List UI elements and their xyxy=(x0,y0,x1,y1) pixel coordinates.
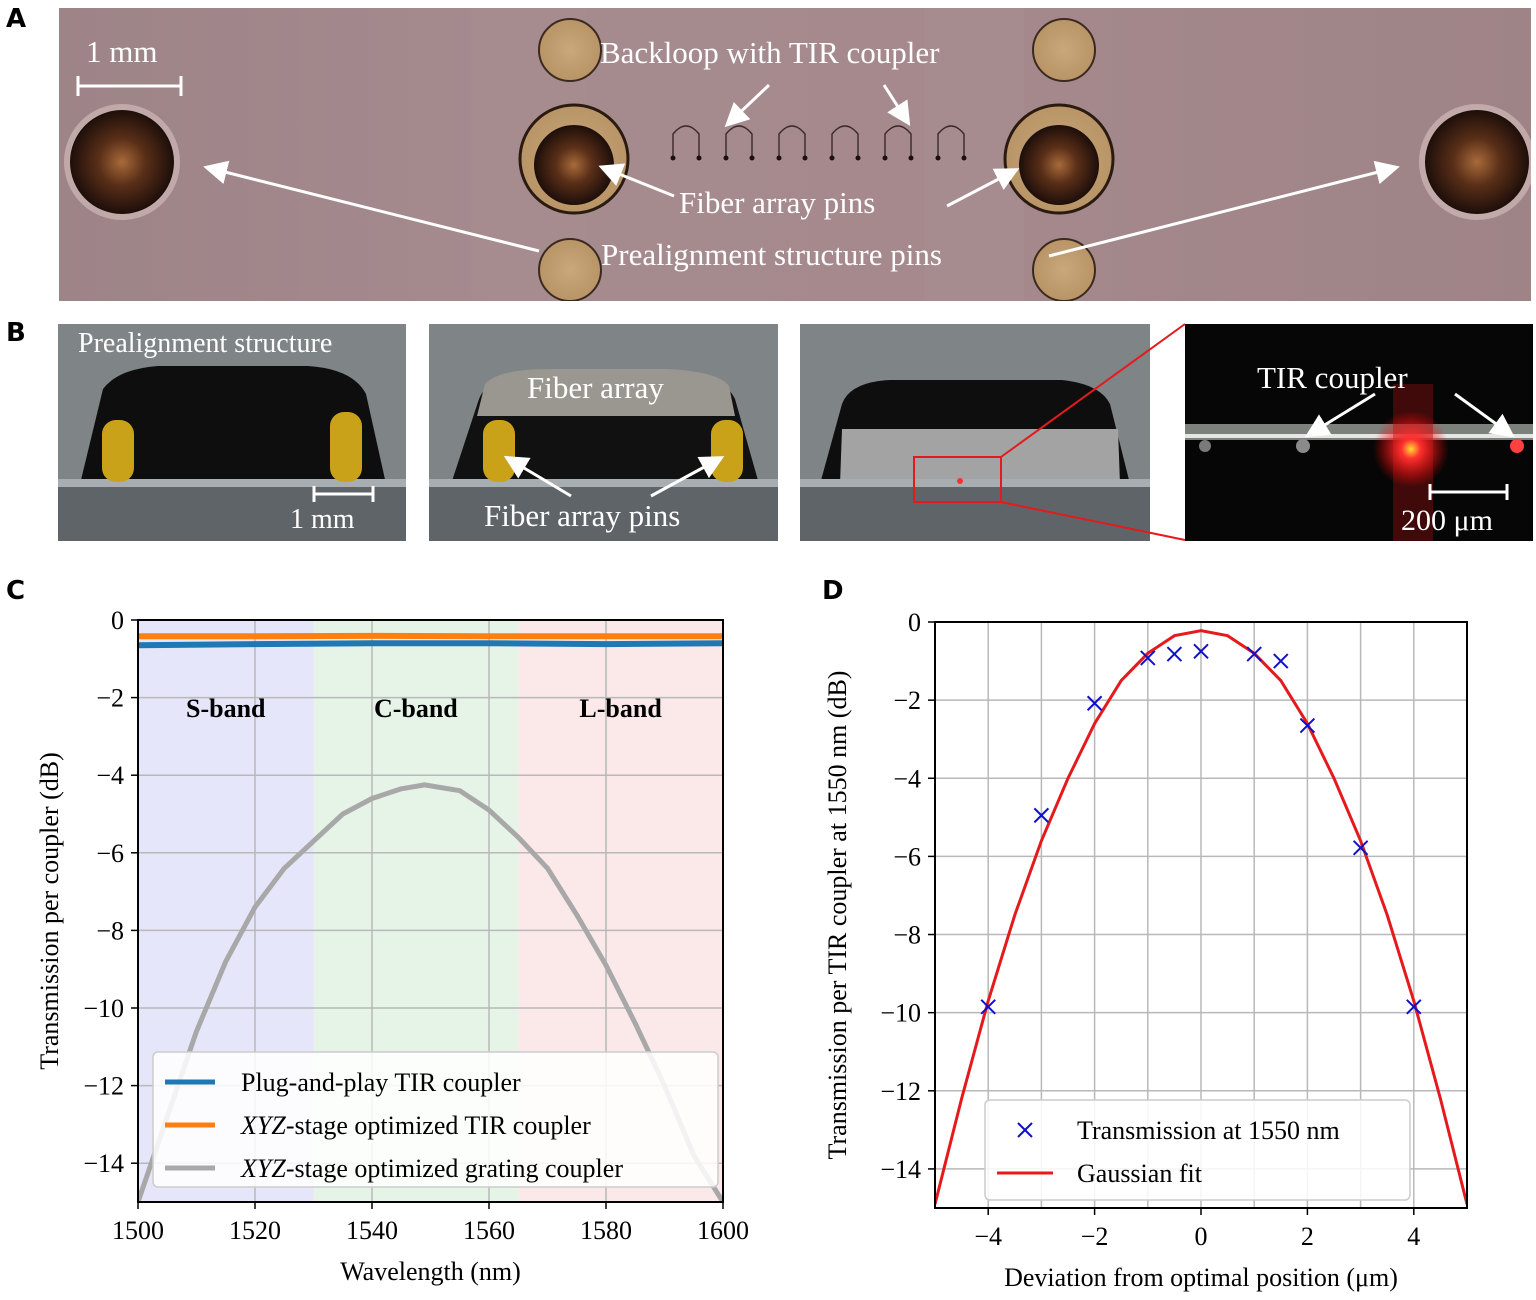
data-point xyxy=(1299,717,1316,734)
panel-a-photo: 1 mm Backloop with TIR coupler Fiber arr… xyxy=(59,8,1531,301)
y-tick-label: −2 xyxy=(893,686,921,715)
label-prealign-structure: Prealignment structure xyxy=(78,328,333,359)
zoom-connector xyxy=(1000,323,1186,541)
panel-letter-a: A xyxy=(6,4,27,34)
label-backloop: Backloop with TIR coupler xyxy=(600,35,940,70)
y-tick-label: −8 xyxy=(96,916,124,945)
panel-b-photo-2: Fiber array Fiber array pins xyxy=(429,324,778,541)
y-tick-label: −6 xyxy=(96,839,124,868)
x-axis-label: Wavelength (nm) xyxy=(340,1257,521,1286)
band-label: S-band xyxy=(186,694,266,723)
legend-label: Gaussian fit xyxy=(1077,1159,1203,1188)
x-tick-label: −4 xyxy=(974,1222,1002,1251)
pad xyxy=(1032,238,1096,301)
label-fiber-array: Fiber array xyxy=(527,370,664,405)
data-point xyxy=(1246,646,1262,662)
x-tick-label: 1520 xyxy=(229,1216,281,1245)
label-prealign-pins: Prealignment structure pins xyxy=(601,237,942,272)
chart-d: −4 −2 0 2 4 0 −2 −4 −6 −8 −10 −12 −14 Deviation from … xyxy=(823,608,1468,1292)
panel-b-photo-1: Prealignment structure 1 mm xyxy=(58,324,406,541)
pad xyxy=(1032,18,1096,82)
legend-box xyxy=(984,1099,1411,1201)
panel-letter-b: B xyxy=(6,318,26,348)
scale-bar-a xyxy=(76,76,183,96)
legend-label: XYZ-stage optimized TIR coupler xyxy=(240,1111,591,1140)
x-axis-label: Deviation from optimal position (μm) xyxy=(1004,1263,1398,1292)
data-point xyxy=(1086,695,1103,711)
chart-c: S-band C-band L-band 1500 1520 1540 1560 1580 16… xyxy=(35,606,749,1286)
panel-letter-c: C xyxy=(6,576,26,606)
y-tick-label: −4 xyxy=(96,761,124,790)
y-tick-label: 0 xyxy=(111,606,124,635)
data-point xyxy=(1140,650,1156,666)
x-tick-label: −2 xyxy=(1081,1222,1109,1251)
data-point xyxy=(1273,653,1289,669)
y-axis-label: Transmission per TIR coupler at 1550 nm … xyxy=(823,671,852,1160)
panel-b-photo-3 xyxy=(800,324,1150,541)
x-tick-label: 1580 xyxy=(580,1216,632,1245)
legend-label: XYZ-stage optimized grating coupler xyxy=(240,1154,623,1183)
data-point xyxy=(1166,646,1183,662)
band-label: C-band xyxy=(374,694,458,723)
legend-swatch-cross xyxy=(1017,1122,1033,1138)
panel-letter-d: D xyxy=(822,576,844,606)
y-tick-label: −4 xyxy=(893,764,921,793)
data-point xyxy=(980,999,996,1015)
y-tick-label: −2 xyxy=(96,684,124,713)
plot-frame xyxy=(137,619,724,1203)
scale-label-b1: 1 mm xyxy=(290,504,355,535)
label-tir-coupler: TIR coupler xyxy=(1257,360,1408,395)
x-tick-label: 1540 xyxy=(346,1216,398,1245)
y-tick-label: −6 xyxy=(893,842,921,871)
x-tick-label: 1600 xyxy=(697,1216,749,1245)
y-tick-label: −14 xyxy=(83,1149,124,1178)
panel-a-arrows xyxy=(203,83,1400,258)
scale-label-b4: 200 μm xyxy=(1401,504,1493,537)
zoom-box xyxy=(913,456,1002,503)
y-axis-label: Transmission per coupler (dB) xyxy=(35,752,64,1070)
gaussian-fit-line xyxy=(935,629,1467,1205)
x-tick-label: 0 xyxy=(1195,1222,1208,1251)
y-tick-label: −10 xyxy=(880,999,921,1028)
data-point xyxy=(1033,807,1050,824)
label-fiber-pins-a: Fiber array pins xyxy=(679,185,876,220)
x-tick-label: 1560 xyxy=(463,1216,515,1245)
scale-label-a: 1 mm xyxy=(86,34,158,69)
legend-label: Transmission at 1550 nm xyxy=(1077,1116,1340,1145)
legend-box xyxy=(152,1051,719,1188)
y-tick-label: −12 xyxy=(880,1077,921,1106)
y-tick-label: 0 xyxy=(908,608,921,637)
y-tick-label: −14 xyxy=(880,1155,921,1184)
y-tick-label: −8 xyxy=(893,921,921,950)
x-tick-label: 4 xyxy=(1407,1222,1420,1251)
x-tick-label: 1500 xyxy=(112,1216,164,1245)
panel-a-drawing xyxy=(64,8,1531,301)
data-point xyxy=(1193,643,1209,660)
panel-b-photo-4: TIR coupler 200 μm xyxy=(1185,324,1533,541)
series-line xyxy=(138,640,723,649)
pad xyxy=(538,238,602,301)
y-tick-label: −12 xyxy=(83,1072,124,1101)
x-tick-label: 2 xyxy=(1301,1222,1314,1251)
backloop-structures xyxy=(672,125,965,156)
band-label: L-band xyxy=(579,694,662,723)
data-point xyxy=(1406,999,1422,1015)
legend-label: Plug-and-play TIR coupler xyxy=(241,1068,521,1097)
label-fiber-pins-b: Fiber array pins xyxy=(484,498,681,533)
y-tick-label: −10 xyxy=(83,994,124,1023)
series-line xyxy=(138,782,723,1202)
data-point xyxy=(1352,840,1369,856)
pad xyxy=(538,18,602,82)
